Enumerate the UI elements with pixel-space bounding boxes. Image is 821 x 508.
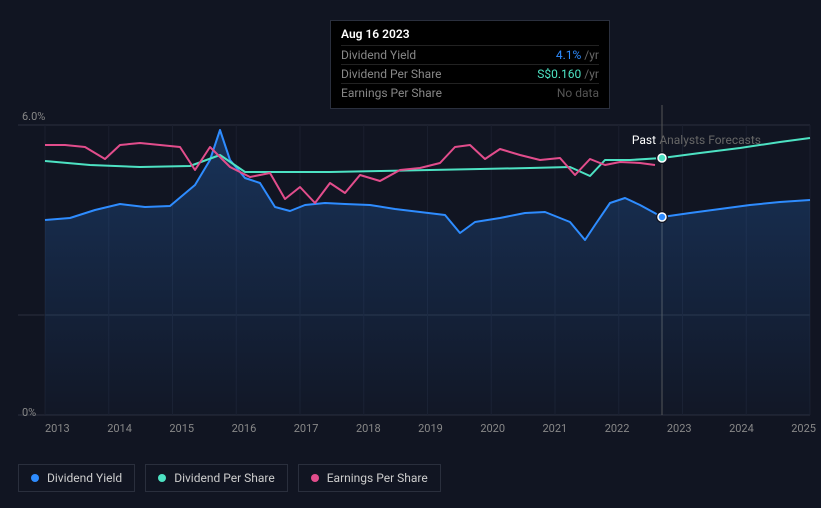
legend-dividend-yield[interactable]: Dividend Yield [18, 464, 135, 492]
x-tick-label: 2016 [232, 422, 257, 435]
tooltip-label: Earnings Per Share [341, 86, 442, 100]
tooltip-unit: /yr [584, 48, 599, 62]
x-tick-label: 2023 [667, 422, 692, 435]
legend: Dividend Yield Dividend Per Share Earnin… [18, 464, 441, 492]
x-tick-label: 2024 [729, 422, 754, 435]
legend-dot-icon [158, 474, 166, 482]
legend-dividend-per-share[interactable]: Dividend Per Share [145, 464, 288, 492]
legend-dot-icon [311, 474, 319, 482]
x-tick-label: 2014 [107, 422, 132, 435]
legend-label: Dividend Yield [47, 471, 122, 485]
tooltip-label: Dividend Yield [341, 48, 416, 62]
x-tick-label: 2022 [605, 422, 630, 435]
legend-earnings-per-share[interactable]: Earnings Per Share [298, 464, 441, 492]
tooltip-label: Dividend Per Share [341, 67, 442, 81]
tooltip-row: Earnings Per Share No data [341, 83, 599, 102]
tooltip-value: No data [557, 86, 599, 100]
x-tick-label: 2020 [480, 422, 505, 435]
x-tick-label: 2018 [356, 422, 381, 435]
legend-dot-icon [31, 474, 39, 482]
forecast-label: Analysts Forecasts [659, 133, 761, 147]
x-tick-label: 2013 [45, 422, 70, 435]
tooltip-row: Dividend Per Share S$0.160/yr [341, 64, 599, 83]
past-label: Past [632, 133, 656, 147]
tooltip-date: Aug 16 2023 [341, 27, 599, 45]
legend-label: Dividend Per Share [174, 471, 275, 485]
x-tick-label: 2021 [543, 422, 568, 435]
legend-label: Earnings Per Share [327, 471, 428, 485]
y-axis-min-label: 0% [22, 406, 36, 419]
x-tick-label: 2017 [294, 422, 319, 435]
y-axis-max-label: 6.0% [22, 110, 45, 123]
tooltip-value: 4.1% [556, 48, 581, 62]
tooltip-value: S$0.160 [537, 67, 581, 81]
x-tick-label: 2025 [791, 422, 816, 435]
chart-tooltip: Aug 16 2023 Dividend Yield 4.1%/yr Divid… [330, 20, 610, 109]
tooltip-row: Dividend Yield 4.1%/yr [341, 45, 599, 64]
chart-area[interactable]: 6.0% 0% Past Analysts Forecasts 2013 2014… [0, 105, 821, 445]
tooltip-unit: /yr [584, 67, 599, 81]
x-tick-label: 2015 [169, 422, 194, 435]
x-tick-label: 2019 [418, 422, 443, 435]
x-axis-labels: 2013 2014 2015 2016 2017 2018 2019 2020 2021 2022… [45, 422, 816, 435]
chart-svg [0, 105, 821, 445]
